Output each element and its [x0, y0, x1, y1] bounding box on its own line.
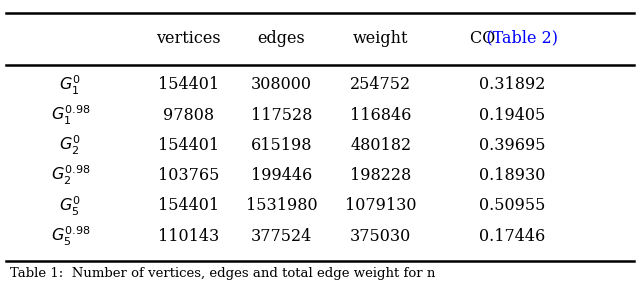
Text: 154401: 154401: [158, 137, 220, 154]
Text: 116846: 116846: [350, 107, 412, 124]
Text: 0.39695: 0.39695: [479, 137, 545, 154]
Text: 199446: 199446: [251, 167, 312, 184]
Text: CO: CO: [470, 29, 500, 47]
Text: $G_{1}^{0}$: $G_{1}^{0}$: [60, 73, 81, 96]
Text: 103765: 103765: [158, 167, 220, 184]
Text: $G_{5}^{0.98}$: $G_{5}^{0.98}$: [51, 225, 90, 248]
Text: vertices: vertices: [157, 29, 221, 47]
Text: 0.50955: 0.50955: [479, 197, 545, 215]
Text: 254752: 254752: [350, 76, 412, 94]
Text: 198228: 198228: [350, 167, 412, 184]
Text: 0.18930: 0.18930: [479, 167, 545, 184]
Text: 0.31892: 0.31892: [479, 76, 545, 94]
Text: CO (Table 2): CO (Table 2): [461, 29, 563, 47]
Text: 0.17446: 0.17446: [479, 228, 545, 245]
Text: (Table 2): (Table 2): [471, 29, 558, 47]
Text: 377524: 377524: [251, 228, 312, 245]
Text: 615198: 615198: [251, 137, 312, 154]
Text: 1079130: 1079130: [345, 197, 417, 215]
Text: 308000: 308000: [251, 76, 312, 94]
Text: $G_{5}^{0}$: $G_{5}^{0}$: [60, 194, 81, 217]
Text: 0.19405: 0.19405: [479, 107, 545, 124]
Text: edges: edges: [258, 29, 305, 47]
Text: Table 1:  Number of vertices, edges and total edge weight for n: Table 1: Number of vertices, edges and t…: [10, 267, 435, 280]
Text: 97808: 97808: [163, 107, 214, 124]
Text: 154401: 154401: [158, 197, 220, 215]
Text: $G_{2}^{0}$: $G_{2}^{0}$: [60, 134, 81, 157]
Text: weight: weight: [353, 29, 408, 47]
Text: $G_{1}^{0.98}$: $G_{1}^{0.98}$: [51, 104, 90, 127]
Text: 1531980: 1531980: [246, 197, 317, 215]
Text: 110143: 110143: [158, 228, 220, 245]
Text: 480182: 480182: [350, 137, 412, 154]
Text: $G_{2}^{0.98}$: $G_{2}^{0.98}$: [51, 164, 90, 187]
Text: 117528: 117528: [251, 107, 312, 124]
Text: 154401: 154401: [158, 76, 220, 94]
Text: 375030: 375030: [350, 228, 412, 245]
